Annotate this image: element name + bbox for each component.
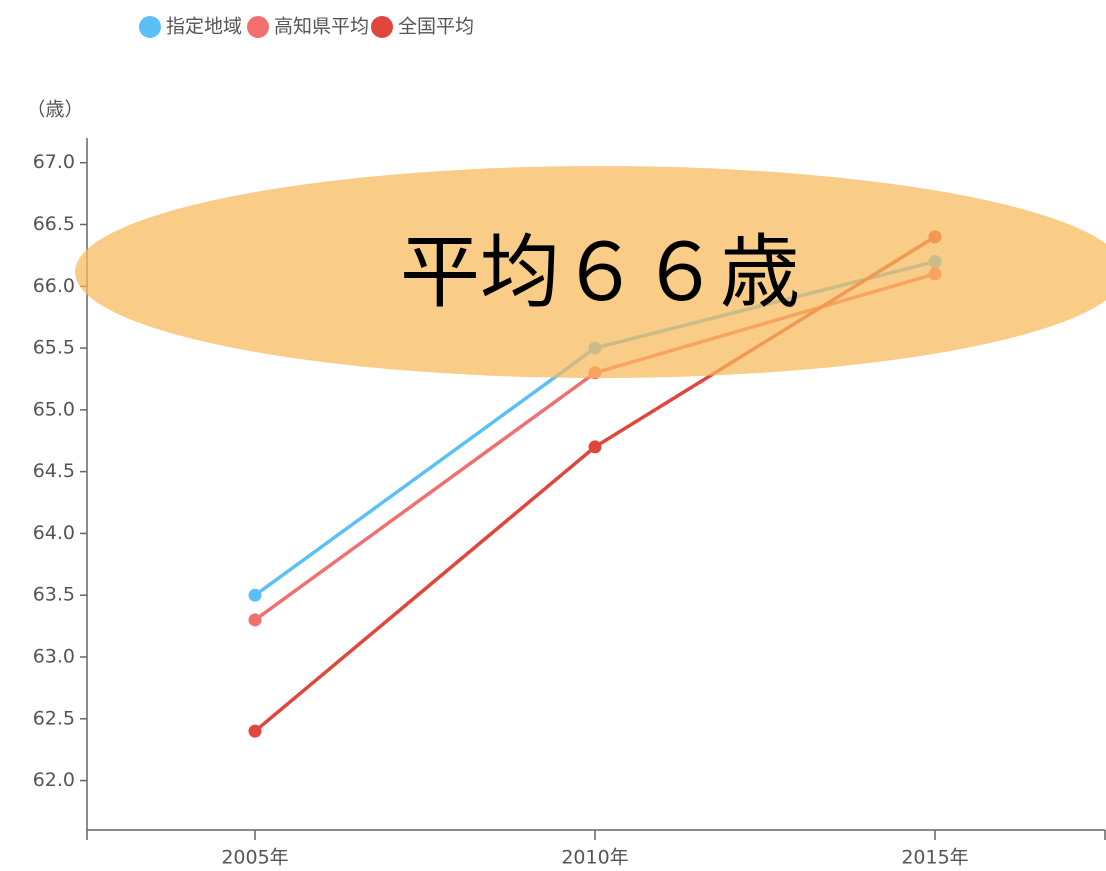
y-tick-label: 64.0 [33, 522, 75, 544]
annotation: 平均６６歳 [400, 226, 800, 319]
legend-label: 全国平均 [398, 16, 474, 38]
data-point [588, 440, 602, 454]
legend-label: 指定地域 [166, 16, 242, 38]
y-tick-label: 64.5 [33, 460, 75, 482]
y-tick-label: 63.0 [33, 646, 75, 668]
y-tick-label: 66.0 [33, 275, 75, 297]
legend-swatch [139, 16, 161, 38]
x-tick-label: 2015年 [901, 847, 968, 869]
x-tick-label: 2010年 [561, 847, 628, 869]
y-tick-label: 63.5 [33, 584, 75, 606]
legend-label: 高知県平均 [274, 16, 369, 38]
legend-swatch [247, 16, 269, 38]
data-point [248, 613, 262, 627]
legend-swatch [371, 16, 393, 38]
y-tick-label: 62.0 [33, 769, 75, 791]
y-tick-label: 65.5 [33, 337, 75, 359]
data-point [248, 724, 262, 738]
x-tick-label: 2005年 [221, 847, 288, 869]
y-tick-label: 62.5 [33, 707, 75, 729]
y-axis-label: （歳） [26, 99, 83, 121]
y-tick-label: 65.0 [33, 398, 75, 420]
data-point [248, 588, 262, 602]
y-tick-label: 67.0 [33, 151, 75, 173]
y-tick-label: 66.5 [33, 213, 75, 235]
annotation-highlight [75, 166, 1106, 378]
